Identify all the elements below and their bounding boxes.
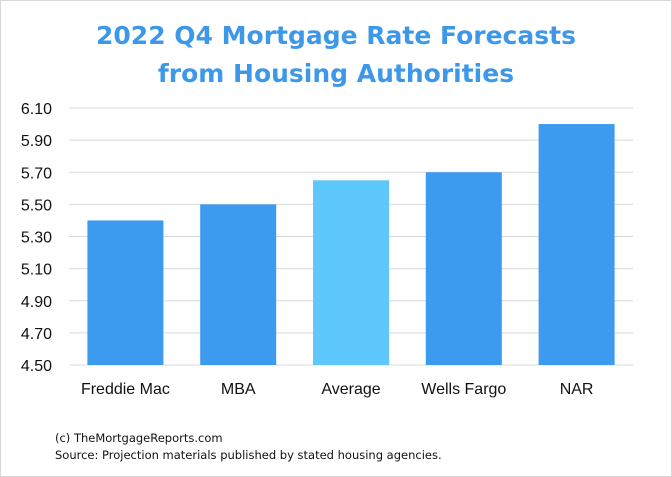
y-tick-label: 4.70 <box>21 326 52 343</box>
y-tick-label: 6.10 <box>21 101 52 118</box>
bar <box>313 180 389 365</box>
x-tick-label: Wells Fargo <box>421 381 506 398</box>
y-tick-label: 4.90 <box>21 294 52 311</box>
bar <box>200 204 277 365</box>
y-tick-label: 5.70 <box>21 165 52 182</box>
copyright-note: (c) TheMortgageReports.com <box>55 431 223 445</box>
chart-title-line-1: 2022 Q4 Mortgage Rate Forecasts <box>96 21 576 50</box>
x-tick-label: NAR <box>560 381 594 398</box>
y-tick-label: 5.90 <box>21 133 52 150</box>
x-tick-label: MBA <box>221 381 256 398</box>
x-tick-label: Average <box>321 381 380 398</box>
source-note: Source: Projection materials published b… <box>55 448 442 462</box>
chart-title-line-2: from Housing Authorities <box>157 59 515 88</box>
y-tick-label: 5.30 <box>21 230 52 247</box>
bar <box>87 220 164 365</box>
bar <box>538 124 615 365</box>
bar <box>425 172 502 365</box>
y-tick-label: 4.50 <box>21 358 52 375</box>
y-tick-label: 5.10 <box>21 262 52 279</box>
x-tick-label: Freddie Mac <box>81 381 170 398</box>
y-tick-label: 5.50 <box>21 197 52 214</box>
